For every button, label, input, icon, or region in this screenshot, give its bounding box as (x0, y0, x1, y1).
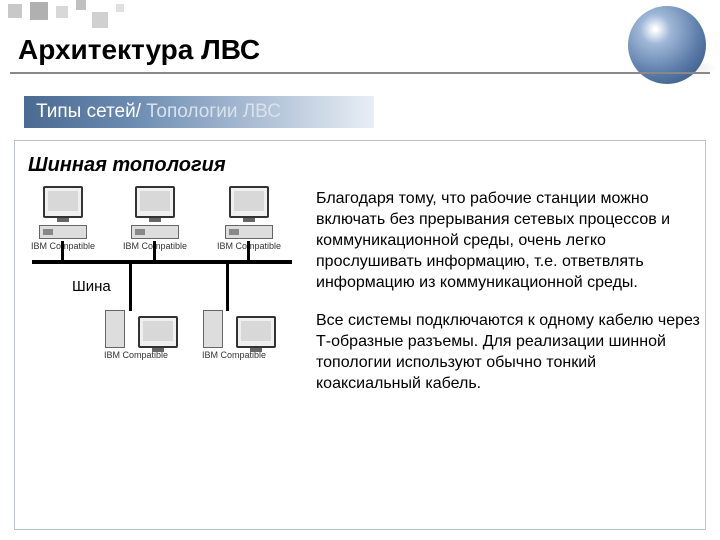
paragraph-1: Благодаря тому, что рабочие станции можн… (316, 188, 704, 294)
workstation-4: IBM Compatible (94, 310, 178, 360)
subtitle-main: Типы сетей/ (36, 101, 146, 122)
bus-drop (129, 263, 132, 311)
cpu-icon (39, 225, 87, 239)
section-title: Шинная топология (28, 154, 226, 177)
page-title: Архитектура ЛВС (18, 34, 260, 66)
monitor-icon (135, 186, 175, 218)
bus-drop (153, 241, 156, 261)
subtitle-band: Типы сетей/ Топологии ЛВС (24, 96, 374, 128)
node-label: IBM Compatible (192, 350, 276, 360)
cpu-icon (131, 225, 179, 239)
slide: Архитектура ЛВС Типы сетей/ Топологии ЛВ… (0, 0, 720, 540)
bus-label: Шина (72, 278, 111, 295)
node-label: IBM Compatible (94, 350, 178, 360)
bus-drop (226, 263, 229, 311)
bus-topology-diagram: IBM Compatible IBM Compatible IBM Compat… (24, 186, 304, 396)
monitor-icon (138, 316, 178, 348)
tower-icon (105, 310, 125, 348)
tower-icon (203, 310, 223, 348)
paragraph-2: Все системы подключаются к одному кабелю… (316, 310, 704, 394)
bus-line (32, 260, 292, 264)
bus-drop (61, 241, 64, 261)
title-underline (10, 72, 710, 74)
subtitle-faded: Топологии ЛВС (146, 101, 281, 122)
bus-drop (247, 241, 250, 261)
monitor-icon (43, 186, 83, 218)
body-text: Благодаря тому, что рабочие станции можн… (316, 188, 704, 410)
workstation-5: IBM Compatible (192, 310, 276, 360)
monitor-icon (229, 186, 269, 218)
cpu-icon (225, 225, 273, 239)
monitor-icon (236, 316, 276, 348)
deco-squares (0, 0, 150, 30)
